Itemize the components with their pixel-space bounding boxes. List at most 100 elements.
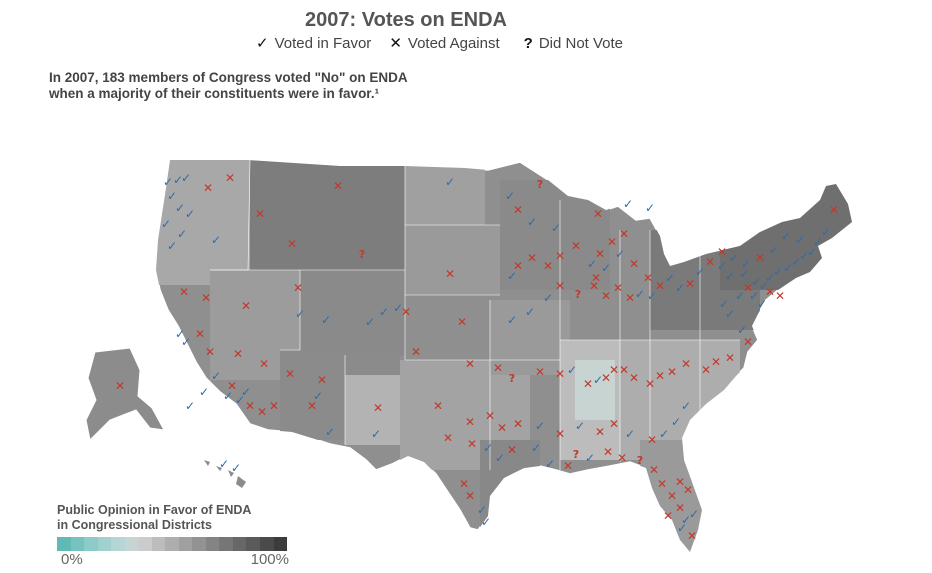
state-borders [210, 160, 740, 470]
favor-mark: ✓ [783, 261, 793, 275]
against-mark: ✕ [765, 285, 775, 299]
scale-swatch [70, 537, 85, 551]
against-mark: ✕ [705, 255, 715, 269]
favor-mark: ✓ [393, 301, 403, 315]
favor-mark: ✓ [175, 327, 185, 341]
against-mark: ✕ [225, 171, 235, 185]
hawaii [204, 460, 246, 488]
favor-mark: ✓ [445, 175, 455, 189]
favor-mark: ✓ [735, 289, 745, 303]
scale-swatch [246, 537, 260, 551]
favor-mark: ✓ [795, 233, 805, 247]
favor-mark: ✓ [791, 255, 801, 269]
favor-mark: ✓ [741, 257, 751, 271]
favor-mark: ✓ [807, 245, 817, 259]
against-mark: ✕ [513, 417, 523, 431]
against-mark: ✕ [465, 415, 475, 429]
did-not-vote-mark: ? [637, 454, 643, 467]
opinion-title-line-1: Public Opinion in Favor of ENDA [57, 503, 252, 517]
against-mark: ✕ [593, 207, 603, 221]
against-mark: ✕ [647, 433, 657, 447]
against-mark: ✕ [115, 379, 125, 393]
favor-mark: ✓ [175, 201, 185, 215]
scale-swatch [124, 537, 139, 551]
subtitle-line-2: when a majority of their constituents we… [49, 86, 380, 101]
did-not-vote-mark: ? [575, 288, 581, 301]
did-not-vote-mark: ? [509, 372, 515, 385]
favor-mark: ✓ [587, 257, 597, 271]
favor-mark: ✓ [677, 521, 687, 535]
against-mark: ✕ [513, 203, 523, 217]
against-mark: ✕ [643, 271, 653, 285]
against-mark: ✕ [603, 445, 613, 459]
against-mark: ✕ [433, 399, 443, 413]
opinion-scale-title: Public Opinion in Favor of ENDA in Congr… [57, 503, 287, 533]
against-mark: ✕ [195, 327, 205, 341]
opinion-scale-ticks: 0% 100% [57, 551, 289, 569]
favor-mark: ✓ [527, 215, 537, 229]
favor-mark: ✓ [535, 419, 545, 433]
favor-mark: ✓ [681, 513, 691, 527]
against-mark: ✕ [203, 181, 213, 195]
favor-mark: ✓ [601, 261, 611, 275]
against-mark: ✕ [287, 237, 297, 251]
against-mark: ✕ [687, 529, 697, 543]
favor-mark: ✓ [725, 307, 735, 321]
legend-nv: ? Did Not Vote [518, 34, 623, 52]
scale-swatch [259, 537, 274, 551]
scale-swatch [232, 537, 247, 551]
favor-mark: ✓ [235, 393, 245, 407]
against-mark: ✕ [555, 427, 565, 441]
scale-swatch [192, 537, 206, 551]
favor-mark: ✓ [749, 289, 759, 303]
against-mark: ✕ [711, 355, 721, 369]
against-mark: ✕ [241, 299, 251, 313]
favor-mark: ✓ [739, 267, 749, 281]
against-mark: ✕ [459, 477, 469, 491]
against-mark: ✕ [629, 257, 639, 271]
against-mark: ✕ [227, 379, 237, 393]
against-mark: ✕ [619, 227, 629, 241]
favor-mark: ✓ [181, 335, 191, 349]
favor-mark: ✓ [185, 207, 195, 221]
favor-mark: ✓ [525, 305, 535, 319]
scale-swatch [273, 537, 288, 551]
favor-mark: ✓ [163, 175, 173, 189]
favor-mark: ✓ [167, 189, 177, 203]
against-mark: ✕ [457, 315, 467, 329]
favor-mark: ✓ [695, 265, 705, 279]
opinion-title-line-2: in Congressional Districts [57, 518, 212, 532]
favor-mark: ✓ [729, 251, 739, 265]
legend-nv-label: Did Not Vote [538, 34, 624, 52]
against-mark: ✕ [583, 377, 593, 391]
favor-mark: ✓ [567, 363, 577, 377]
favor-mark: ✓ [765, 271, 775, 285]
favor-mark: ✓ [585, 451, 595, 465]
favor-mark: ✓ [759, 279, 769, 293]
vote-legend: ✓ Voted in Favor ✕ Voted Against ? Did N… [256, 34, 641, 53]
scale-swatch [151, 537, 166, 551]
scale-min-label: 0% [61, 551, 83, 568]
scale-swatch [219, 537, 233, 551]
against-mark: ✕ [571, 239, 581, 253]
favor-mark: ✓ [241, 385, 251, 399]
favor-mark: ✓ [321, 313, 331, 327]
against-mark: ✕ [401, 305, 411, 319]
scale-swatch [57, 537, 71, 551]
favor-mark: ✓ [481, 515, 491, 529]
check-icon: ✓ [256, 35, 269, 52]
favor-mark: ✓ [181, 171, 191, 185]
against-mark: ✕ [675, 501, 685, 515]
against-mark: ✕ [485, 409, 495, 423]
against-mark: ✕ [595, 425, 605, 439]
against-mark: ✕ [629, 371, 639, 385]
favor-mark: ✓ [813, 235, 823, 249]
favor-mark: ✓ [659, 427, 669, 441]
against-mark: ✕ [667, 365, 677, 379]
opinion-color-bar [57, 537, 288, 551]
favor-mark: ✓ [231, 461, 241, 475]
favor-mark: ✓ [545, 457, 555, 471]
against-mark: ✕ [493, 361, 503, 375]
against-mark: ✕ [205, 345, 215, 359]
favor-mark: ✓ [615, 247, 625, 261]
